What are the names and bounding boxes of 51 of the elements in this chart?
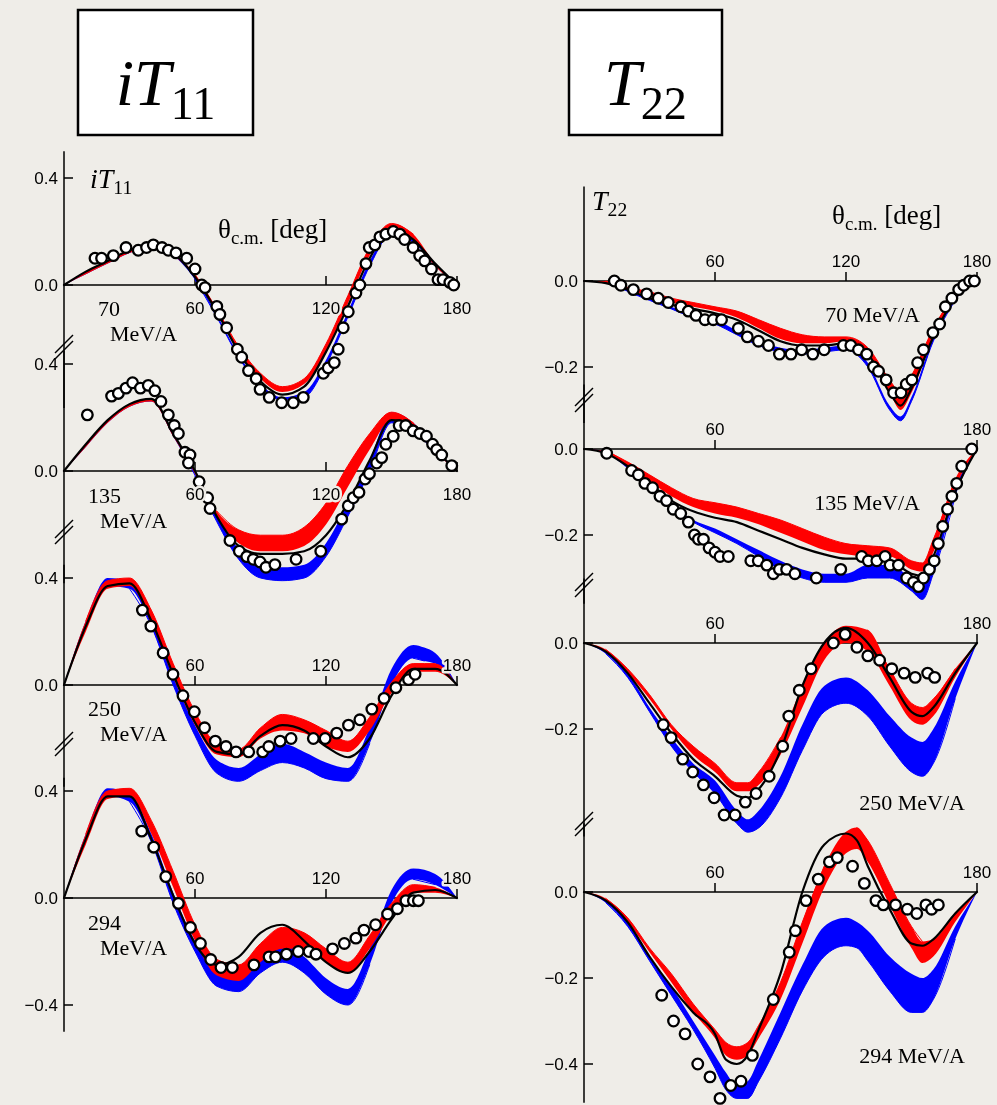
x-tick-label: 180 xyxy=(962,863,992,882)
annotation: 294 MeV/A xyxy=(859,1043,966,1068)
x-axis-title: θ$_{c.m.}$ [deg] xyxy=(832,200,942,234)
x-tick-label: 120 xyxy=(311,299,341,318)
x-axis-title: θ$_{c.m.}$ [deg] xyxy=(218,214,328,248)
x-tick-label: 60 xyxy=(705,420,725,439)
y-tick-label: 0.0 xyxy=(34,888,58,908)
x-tick-label: 60 xyxy=(705,614,725,633)
y-tick-label: −0.4 xyxy=(544,1054,578,1074)
annotation: 135 MeV/A xyxy=(88,483,168,534)
x-tick-label: 180 xyxy=(962,252,992,271)
x-tick-label: 180 xyxy=(442,299,472,318)
y-tick-label: 0.0 xyxy=(34,675,58,695)
y-tick-label: −0.4 xyxy=(24,995,58,1015)
y-tick-label: 0.4 xyxy=(34,568,58,588)
y-tick-label: −0.2 xyxy=(544,719,578,739)
y-tick-label: 0.0 xyxy=(554,882,578,902)
y-tick-label: 0.0 xyxy=(34,461,58,481)
annotation: 250 MeV/A xyxy=(859,790,966,815)
x-tick-label: 120 xyxy=(311,869,341,888)
x-tick-label: 180 xyxy=(442,485,472,504)
y-tick-label: 0.0 xyxy=(554,633,578,653)
x-tick-label: 120 xyxy=(311,656,341,675)
y-tick-label: −0.2 xyxy=(544,968,578,988)
x-tick-label: 180 xyxy=(442,656,472,675)
y-tick-label: 0.4 xyxy=(34,781,58,801)
annotation: 294 MeV/A xyxy=(88,910,168,961)
x-tick-label: 60 xyxy=(185,869,205,888)
x-tick-label: 180 xyxy=(962,614,992,633)
y-tick-label: 0.4 xyxy=(34,168,58,188)
annotation: 250 MeV/A xyxy=(88,696,168,747)
x-tick-label: 180 xyxy=(442,869,472,888)
x-tick-label: 60 xyxy=(185,299,205,318)
y-tick-label: 0.0 xyxy=(554,271,578,291)
annotation: 135 MeV/A xyxy=(814,490,921,515)
x-tick-label: 180 xyxy=(962,420,992,439)
y-tick-label: −0.2 xyxy=(544,525,578,545)
y-tick-label: −0.2 xyxy=(544,357,578,377)
x-tick-label: 60 xyxy=(185,656,205,675)
y-tick-label: 0.4 xyxy=(34,354,58,374)
x-tick-label: 120 xyxy=(831,252,861,271)
annotation: 70 MeV/A xyxy=(98,296,178,347)
y-tick-label: 0.0 xyxy=(554,439,578,459)
y-axis-title: iT$_{11}$ xyxy=(90,163,133,198)
chart-title: iT$_{11}$ xyxy=(115,46,216,129)
annotation: 70 MeV/A xyxy=(825,302,921,327)
x-tick-label: 60 xyxy=(705,252,725,271)
x-tick-label: 60 xyxy=(705,863,725,882)
y-axis-title: T$_{22}$ xyxy=(592,185,628,220)
y-tick-label: 0.0 xyxy=(34,275,58,295)
chart-title: T$_{22}$ xyxy=(604,46,687,129)
